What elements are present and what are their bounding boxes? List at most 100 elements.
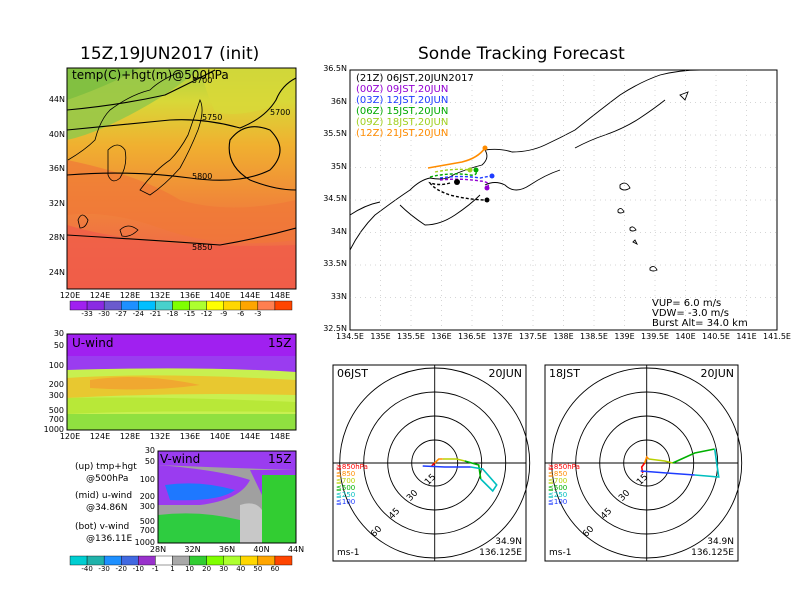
temp-colorbar-swatch (121, 300, 139, 311)
tracking-lon-label: 139.5E (641, 332, 669, 341)
tracking-legend-entry: (21Z) 06JST,20JUN2017 (356, 73, 474, 84)
temp-colorbar-label: -24 (132, 310, 145, 318)
vwind-section (157, 450, 297, 544)
map-lon-label: 144E (239, 291, 261, 300)
wind-colorbar-swatch (86, 555, 105, 566)
temp-colorbar-swatch (223, 300, 241, 311)
hodograph-time: 06JST (337, 367, 368, 380)
vwind-lat-label: 32N (184, 545, 201, 554)
tracking-lon-label: 137.5E (519, 332, 547, 341)
contour-label-3: 5700 (270, 108, 291, 117)
contour-label-5: 5850 (192, 243, 213, 252)
tracking-lon-label: 141.5E (763, 332, 791, 341)
hodograph-level-legend: ≦700 (336, 477, 356, 485)
tracking-lat-label: 33N (330, 291, 347, 301)
map-lat-label: 28N (48, 233, 65, 242)
map-lat-label: 36N (48, 164, 65, 173)
vwind-level-label: 50 (144, 457, 155, 466)
uwind-lon-label: 148E (269, 432, 291, 441)
trajectory-21Z (428, 181, 490, 203)
uwind-time: 15Z (268, 336, 292, 350)
wind-colorbar-swatch (274, 555, 293, 566)
map-lon-label: 120E (59, 291, 81, 300)
trajectory-00Z (439, 178, 490, 191)
hodograph-unit: ms-1 (337, 548, 360, 558)
tracking-legend-entry: (03Z) 12JST,20JUN (356, 95, 449, 106)
vwind-time: 15Z (268, 452, 292, 466)
hodograph-level-legend: ≦250 (548, 491, 568, 499)
tracking-lon-label: 137E (492, 332, 513, 341)
map-title: 15Z,19JUN2017 (init) (80, 44, 260, 64)
map-lon-label: 136E (179, 291, 201, 300)
temp-colorbar-swatch (86, 300, 105, 311)
wind-colorbar-label: 20 (202, 565, 212, 573)
hodograph-trace (470, 466, 498, 493)
hodograph-trace (640, 470, 695, 476)
uwind-lon-label: 120E (59, 432, 81, 441)
wind-colorbar-label: -10 (132, 565, 145, 573)
uwind-lon-label: 124E (89, 432, 111, 441)
hodograph-level-legend: ≦100 (548, 498, 568, 506)
contour-label-2: 5750 (202, 113, 223, 122)
temp-colorbar-swatch (172, 300, 190, 311)
wind-colorbar-label: 30 (219, 565, 229, 573)
hodograph-06jst (332, 364, 531, 562)
wind-colorbar-label: 60 (270, 565, 280, 573)
uwind-level-label: 1000 (43, 425, 64, 434)
temp-colorbar-swatch (155, 300, 173, 311)
note-bot-level: @136.11E (86, 534, 133, 544)
temperature-map (66, 67, 297, 290)
temp-colorbar-swatch (240, 300, 259, 311)
uwind-level-label: 300 (48, 391, 64, 400)
hodograph-lat: 34.9N (707, 537, 734, 547)
map-label: temp(C)+hgt(m)@500hPa (72, 68, 229, 82)
hodograph-level-legend: ≦850 (336, 470, 356, 478)
vwind-level-label: 500 (139, 517, 155, 526)
temp-colorbar-swatch (189, 300, 207, 311)
hodograph-unit: ms-1 (549, 548, 572, 558)
tracking-lat-label: 32.5N (323, 324, 347, 333)
temp-colorbar-label: -33 (81, 310, 93, 318)
hodograph-level-legend: ≧850hPa (336, 463, 368, 471)
tracking-lon-label: 141E (736, 332, 757, 341)
temp-colorbar-label: -27 (115, 310, 127, 318)
vwind-level-label: 200 (139, 492, 155, 501)
launch-point (454, 179, 460, 185)
tracking-lat-label: 36.5N (323, 64, 347, 73)
tracking-legend-entry: (12Z) 21JST,20JUN (356, 128, 449, 139)
uwind-level-label: 500 (48, 406, 64, 415)
tracking-lat-label: 34.5N (323, 194, 347, 203)
wind-colorbar-label: 40 (236, 565, 246, 573)
tracking-lon-label: 136.5E (458, 332, 486, 341)
hodograph-trace (643, 455, 650, 464)
temp-colorbar-label: -21 (149, 310, 162, 318)
vwind-level-label: 700 (139, 526, 155, 535)
uwind-label: U-wind (72, 336, 114, 350)
param-vup: VUP= 6.0 m/s (652, 298, 722, 309)
temp-colorbar-swatch (206, 300, 224, 311)
vwind-lat-label: 28N (149, 545, 167, 554)
hodograph-trace (431, 462, 436, 467)
note-mid-level: @34.86N (86, 503, 128, 513)
temp-colorbar-label: -12 (200, 310, 213, 318)
wind-colorbar-swatch (121, 555, 139, 566)
wind-colorbar-label: 50 (253, 565, 263, 573)
uwind-lon-label: 132E (149, 432, 171, 441)
wind-colorbar-label: -20 (115, 565, 127, 573)
note-mid: (mid) u-wind (75, 491, 133, 501)
wind-colorbar-label: -40 (81, 565, 93, 573)
tracking-lat-label: 33.5N (323, 259, 347, 268)
tracking-lat-label: 35N (330, 161, 347, 171)
tracking-lon-label: 139E (614, 332, 635, 341)
tracking-lon-label: 135.5E (397, 332, 425, 341)
trajectory-03Z (439, 173, 495, 179)
hodograph-trace (672, 448, 715, 464)
hodograph-level-legend: ≦500 (336, 484, 356, 492)
hodograph-level-legend: ≦100 (336, 498, 356, 506)
tracking-lon-label: 138.5E (580, 332, 608, 341)
vwind-level-label: 100 (139, 475, 155, 484)
vwind-lat-label: 44N (287, 545, 305, 554)
map-lat-label: 44N (48, 95, 65, 104)
wind-colorbar-label: 10 (185, 565, 194, 573)
